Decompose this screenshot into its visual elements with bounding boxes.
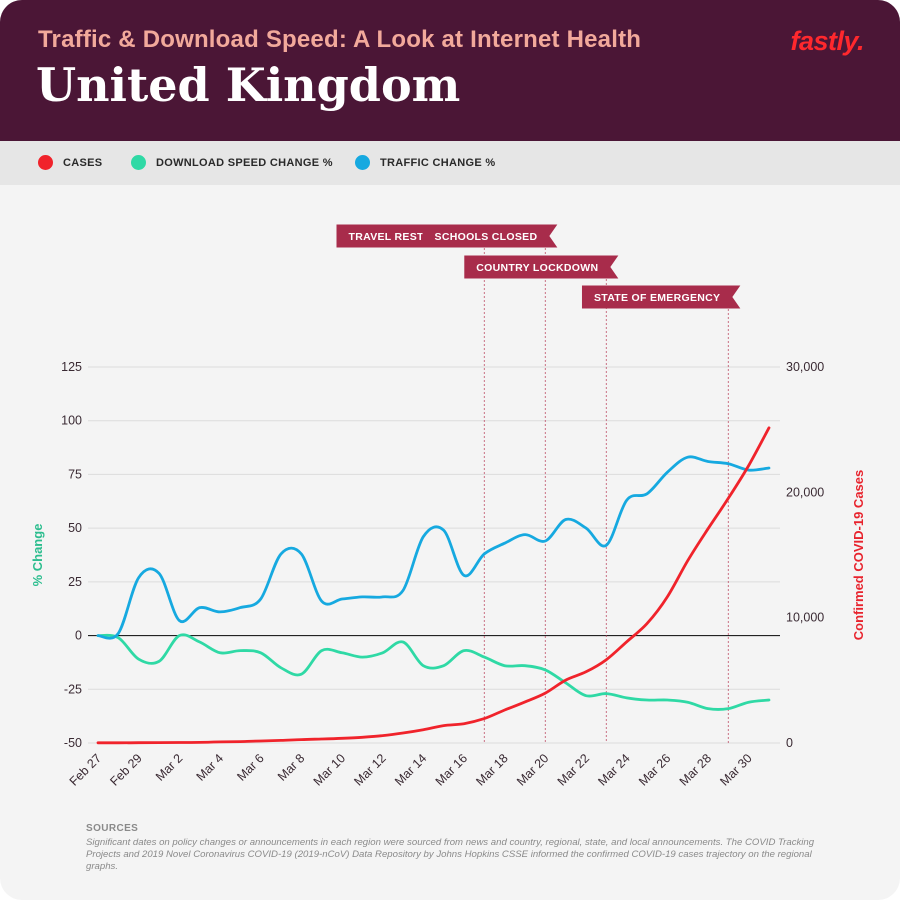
x-tick-label: Mar 2 bbox=[153, 751, 186, 784]
x-tick-label: Mar 10 bbox=[311, 751, 348, 788]
series-line-download-speed-change bbox=[96, 633, 771, 711]
y-tick-left: 50 bbox=[68, 521, 82, 535]
x-tick-label: Mar 24 bbox=[595, 751, 632, 788]
y-tick-right: 30,000 bbox=[786, 360, 824, 374]
event-banner: SCHOOLS CLOSED bbox=[422, 224, 558, 248]
y-axis-title-left: % Change bbox=[30, 524, 45, 587]
x-tick-label: Feb 27 bbox=[67, 751, 104, 788]
x-tick-label: Mar 22 bbox=[555, 751, 592, 788]
y-tick-left: 0 bbox=[75, 629, 82, 643]
legend-item-download-speed: DOWNLOAD SPEED CHANGE % bbox=[131, 155, 333, 170]
x-tick-label: Mar 20 bbox=[514, 751, 551, 788]
chart-title: United Kingdom bbox=[36, 58, 461, 112]
y-tick-left: 125 bbox=[61, 360, 82, 374]
series-line-cases bbox=[96, 426, 771, 745]
x-tick-label: Mar 14 bbox=[392, 751, 429, 788]
event-label: SCHOOLS CLOSED bbox=[435, 231, 538, 243]
x-tick-label: Mar 28 bbox=[677, 751, 714, 788]
y-tick-left: 75 bbox=[68, 467, 82, 481]
event-banner: STATE OF EMERGENCY bbox=[581, 285, 741, 309]
chart-subtitle: Traffic & Download Speed: A Look at Inte… bbox=[38, 26, 642, 53]
fastly-logo: fastly. bbox=[790, 26, 864, 56]
legend-label-traffic: TRAFFIC CHANGE % bbox=[380, 156, 496, 169]
y-tick-left: 25 bbox=[68, 575, 82, 589]
x-tick-label: Mar 16 bbox=[433, 751, 470, 788]
legend-label-download-speed: DOWNLOAD SPEED CHANGE % bbox=[156, 156, 333, 169]
legend-swatch-download-speed bbox=[131, 155, 146, 170]
x-tick-label: Mar 12 bbox=[351, 751, 388, 788]
x-tick-label: Mar 4 bbox=[194, 751, 227, 784]
sources: SOURCES Significant dates on policy chan… bbox=[86, 823, 826, 873]
event-banner-bg bbox=[464, 255, 619, 279]
y-tick-right: 20,000 bbox=[786, 485, 824, 499]
x-tick-label: Mar 18 bbox=[473, 751, 510, 788]
sources-title: SOURCES bbox=[86, 823, 139, 834]
legend-item-cases: CASES bbox=[38, 155, 102, 170]
x-tick-label: Mar 26 bbox=[636, 751, 673, 788]
event-label: STATE OF EMERGENCY bbox=[594, 292, 720, 304]
x-tick-label: Mar 6 bbox=[234, 751, 267, 784]
legend: CASES DOWNLOAD SPEED CHANGE % TRAFFIC CH… bbox=[0, 141, 900, 185]
y-tick-right: 10,000 bbox=[786, 611, 824, 625]
header: Traffic & Download Speed: A Look at Inte… bbox=[0, 0, 900, 141]
x-tick-label: Feb 29 bbox=[107, 751, 144, 788]
x-tick-label: Mar 8 bbox=[275, 751, 308, 784]
y-tick-left: -50 bbox=[64, 736, 82, 750]
y-tick-right: 0 bbox=[786, 736, 793, 750]
legend-swatch-traffic bbox=[355, 155, 370, 170]
sources-text: Significant dates on policy changes or a… bbox=[86, 837, 815, 872]
event-label: COUNTRY LOCKDOWN bbox=[476, 262, 598, 274]
event-banner: COUNTRY LOCKDOWN bbox=[464, 255, 619, 279]
x-tick-label: Mar 30 bbox=[717, 751, 754, 788]
chart-plot: 125 100 75 50 25 0 -25 -50 30,000 20,000 10,000 0 % … bbox=[30, 224, 866, 789]
y-axis-title-right: Confirmed COVID-19 Cases bbox=[851, 470, 866, 641]
y-tick-left: -25 bbox=[64, 682, 82, 696]
event-banner-bg bbox=[422, 224, 558, 248]
series-line-traffic-change bbox=[96, 455, 771, 640]
legend-item-traffic: TRAFFIC CHANGE % bbox=[355, 155, 495, 170]
y-tick-left: 100 bbox=[61, 414, 82, 428]
legend-swatch-cases bbox=[38, 155, 53, 170]
event-banner-bg bbox=[581, 285, 741, 309]
legend-label-cases: CASES bbox=[63, 156, 103, 169]
